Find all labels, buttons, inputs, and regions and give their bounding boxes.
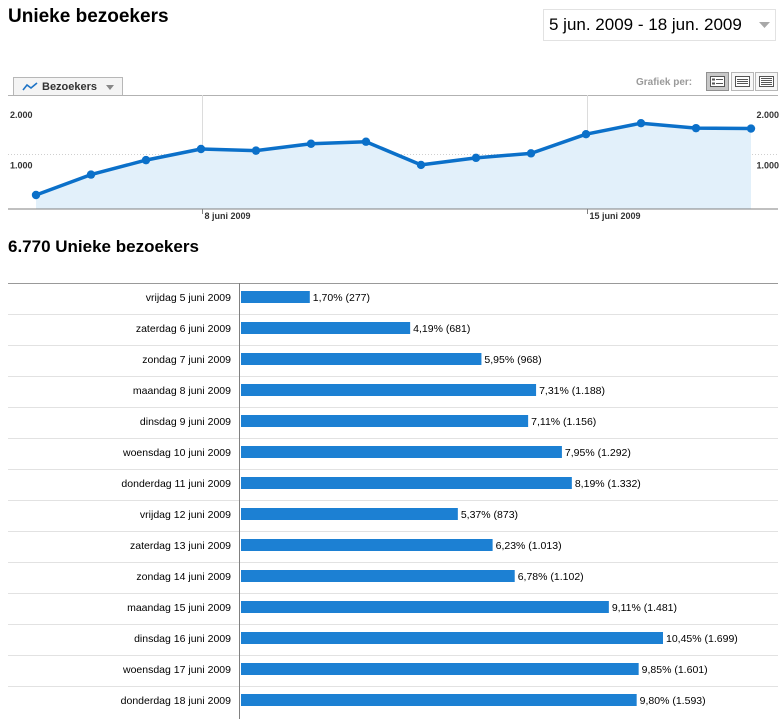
bar-value-label: 7,31% (1.188) [539,385,605,397]
bar-row: maandag 15 juni 2009 9,11% (1.481) [8,601,778,625]
chevron-down-icon[interactable] [753,10,775,40]
view-week-button[interactable] [731,72,754,91]
bar-category-label: zaterdag 13 juni 2009 [130,540,231,552]
bar-category-label: dinsdag 9 juni 2009 [140,416,231,428]
bar-10[interactable] [241,570,515,582]
bar-value-label: 6,78% (1.102) [518,571,584,583]
bar-row: maandag 8 juni 2009 7,31% (1.188) [8,384,778,408]
line-point-5[interactable] [251,146,261,155]
month-view-icon [759,76,774,87]
date-range-picker[interactable]: 5 jun. 2009 - 18 jun. 2009 [543,9,776,41]
bar-8[interactable] [241,508,458,520]
bar-1[interactable] [241,291,310,303]
line-point-12[interactable] [636,119,646,128]
bar-row: woensdag 17 juni 2009 9,85% (1.601) [8,663,778,687]
x-tick-label: 8 juni 2009 [205,211,251,221]
bar-12[interactable] [241,632,663,644]
line-point-3[interactable] [141,155,151,165]
line-point-11[interactable] [581,130,591,139]
bar-category-label: maandag 15 juni 2009 [127,602,231,614]
line-point-7[interactable] [361,137,371,146]
bar-7[interactable] [241,477,572,489]
bar-3[interactable] [241,353,482,365]
view-day-button[interactable] [706,72,729,91]
bar-4[interactable] [241,384,537,396]
y-tick-label-right: 1.000 [756,161,779,171]
bar-row: zondag 14 juni 2009 6,78% (1.102) [8,570,778,594]
line-point-4[interactable] [196,144,206,154]
y-tick-label-left: 1.000 [10,161,33,171]
bar-value-label: 10,45% (1.699) [666,633,738,645]
bar-value-label: 5,37% (873) [461,509,518,521]
y-tick-label-left: 2.000 [10,110,33,120]
date-range-text: 5 jun. 2009 - 18 jun. 2009 [549,15,742,34]
bar-category-label: vrijdag 5 juni 2009 [146,292,231,304]
bar-category-label: donderdag 11 juni 2009 [121,478,231,490]
bar-row: dinsdag 16 juni 2009 10,45% (1.699) [8,632,778,656]
bar-row: zaterdag 6 juni 2009 4,19% (681) [8,322,778,346]
line-point-8[interactable] [416,160,426,170]
line-point-6[interactable] [306,139,316,148]
bar-category-label: woensdag 10 juni 2009 [122,447,231,459]
line-point-2[interactable] [86,170,96,179]
bar-row: zaterdag 13 juni 2009 6,23% (1.013) [8,539,778,563]
metric-dropdown-label: Bezoekers [42,81,98,93]
bar-5[interactable] [241,415,529,427]
bar-chart: vrijdag 5 juni 2009 1,70% (277) zaterdag 6… [8,283,778,719]
line-point-13[interactable] [691,123,701,133]
bar-value-label: 5,95% (968) [484,354,541,366]
day-view-icon [710,76,725,87]
line-point-14[interactable] [746,124,756,133]
chevron-down-icon [106,84,114,90]
bar-row: vrijdag 12 juni 2009 5,37% (873) [8,508,778,532]
bar-chart-title: 6.770 Unieke bezoekers [8,237,199,256]
week-view-icon [735,76,750,87]
bar-value-label: 9,80% (1.593) [640,695,706,707]
bar-value-label: 7,95% (1.292) [565,447,631,459]
y-tick-label-right: 2.000 [756,110,779,120]
bar-value-label: 9,11% (1.481) [612,602,677,614]
bar-category-label: vrijdag 12 juni 2009 [140,509,231,521]
bar-category-label: woensdag 17 juni 2009 [122,664,231,676]
bar-value-label: 4,19% (681) [413,323,470,335]
bar-row: donderdag 18 juni 2009 9,80% (1.593) [121,694,706,707]
bar-value-label: 9,85% (1.601) [642,664,708,676]
line-point-1[interactable] [31,190,41,200]
line-point-10[interactable] [526,149,536,158]
bar-category-label: zondag 14 juni 2009 [136,571,231,583]
bar-category-label: zondag 7 juni 2009 [142,354,231,366]
bar-value-label: 7,11% (1.156) [531,416,596,428]
bar-row: woensdag 10 juni 2009 7,95% (1.292) [8,446,778,470]
bar-6[interactable] [241,446,562,458]
bar-9[interactable] [241,539,493,551]
bar-category-label: donderdag 18 juni 2009 [121,695,232,707]
bar-row: zondag 7 juni 2009 5,95% (968) [8,353,778,377]
bar-row: dinsdag 9 juni 2009 7,11% (1.156) [8,415,778,439]
line-chart: 1.000 1.000 2.000 2.000 8 juni 2009 15 juni … [8,95,779,221]
bar-value-label: 1,70% (277) [313,292,370,304]
bar-row: vrijdag 5 juni 2009 1,70% (277) [8,291,778,315]
bar-value-label: 6,23% (1.013) [496,540,562,552]
bar-2[interactable] [241,322,411,334]
line-point-9[interactable] [471,153,481,163]
x-tick-label: 15 juni 2009 [590,211,641,221]
bar-category-label: zaterdag 6 juni 2009 [136,323,231,335]
metric-dropdown[interactable]: Bezoekers [13,77,123,96]
bar-category-label: dinsdag 16 juni 2009 [134,633,231,645]
line-area [36,123,751,209]
bar-category-label: maandag 8 juni 2009 [133,385,231,397]
grafiek-per-label: Grafiek per: [636,77,693,88]
bar-13[interactable] [241,663,639,675]
line-chart-icon [22,82,38,92]
bar-value-label: 8,19% (1.332) [575,478,641,490]
bar-11[interactable] [241,601,609,613]
bar-14[interactable] [241,694,637,706]
page-title: Unieke bezoekers [8,6,169,27]
bar-row: donderdag 11 juni 2009 8,19% (1.332) [8,477,778,501]
view-month-button[interactable] [755,72,778,91]
series-line [35,121,752,197]
